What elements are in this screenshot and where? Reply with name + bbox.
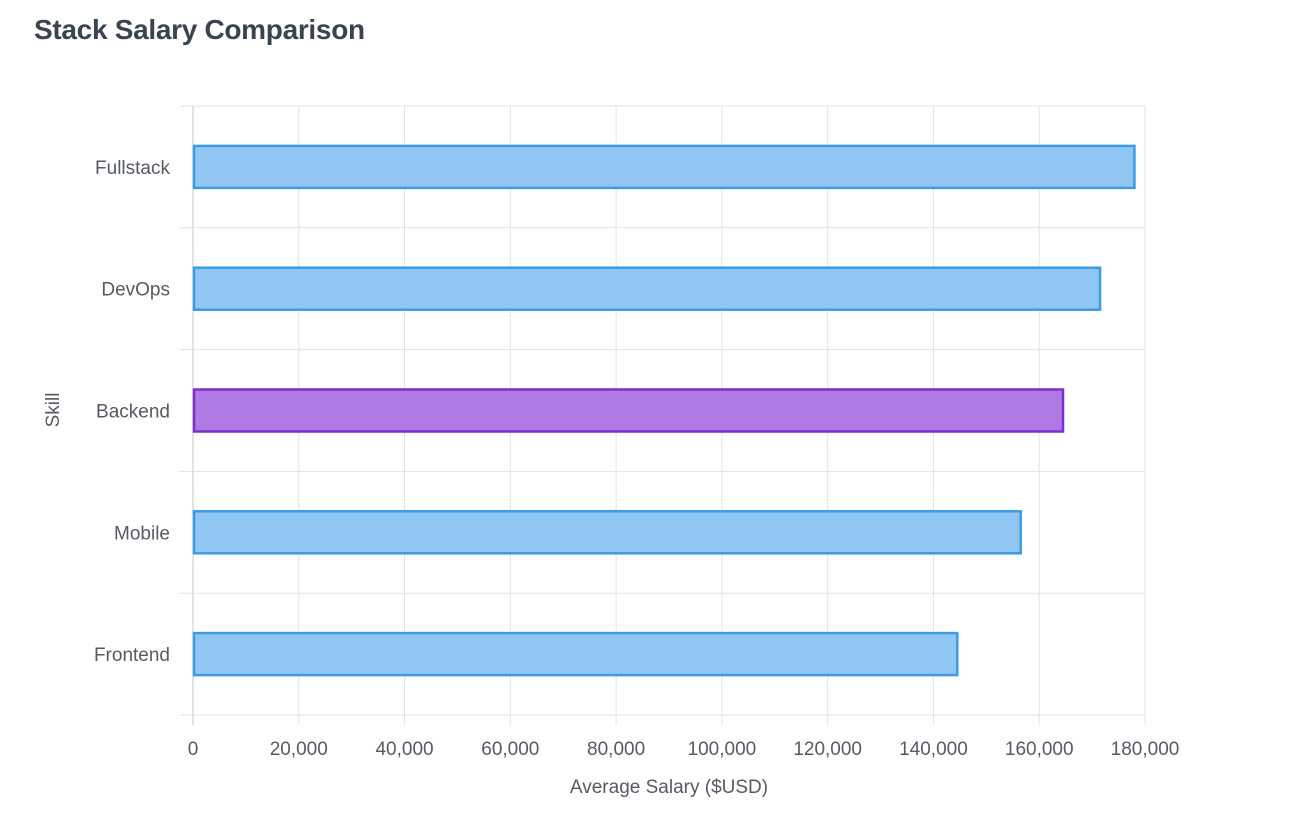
x-tick-label: 160,000 <box>1005 739 1074 760</box>
x-axis-tick-labels: 0 20,000 40,000 60,000 80,000 100,000 120,000 1… <box>188 739 1180 760</box>
x-tick-label: 0 <box>188 739 199 760</box>
bars <box>192 144 1136 677</box>
bar-fullstack[interactable] <box>192 144 1136 190</box>
x-tick-label: 80,000 <box>587 739 645 760</box>
bar-devops[interactable] <box>192 266 1102 311</box>
bar-frontend[interactable] <box>192 631 959 677</box>
x-tick-label: 60,000 <box>481 739 539 760</box>
y-axis-title: Skill <box>43 393 64 428</box>
grid-lines <box>179 105 1146 725</box>
y-tick-label: Backend <box>96 402 170 423</box>
y-tick-label: DevOps <box>101 280 170 301</box>
y-tick-label: Frontend <box>94 645 170 666</box>
y-tick-label: Fullstack <box>95 158 170 179</box>
x-tick-label: 40,000 <box>375 739 433 760</box>
x-tick-label: 180,000 <box>1111 739 1180 760</box>
y-tick-label: Mobile <box>114 523 170 544</box>
x-axis-title: Average Salary ($USD) <box>570 777 768 798</box>
x-tick-label: 20,000 <box>270 739 328 760</box>
chart-title: Stack Salary Comparison <box>34 14 365 45</box>
x-tick-label: 120,000 <box>793 739 862 760</box>
y-axis-tick-labels: Fullstack DevOps Backend Mobile Frontend <box>94 158 171 666</box>
bar-backend[interactable] <box>192 388 1065 433</box>
x-tick-label: 140,000 <box>899 739 968 760</box>
x-tick-label: 100,000 <box>688 739 757 760</box>
bar-mobile[interactable] <box>192 510 1022 555</box>
